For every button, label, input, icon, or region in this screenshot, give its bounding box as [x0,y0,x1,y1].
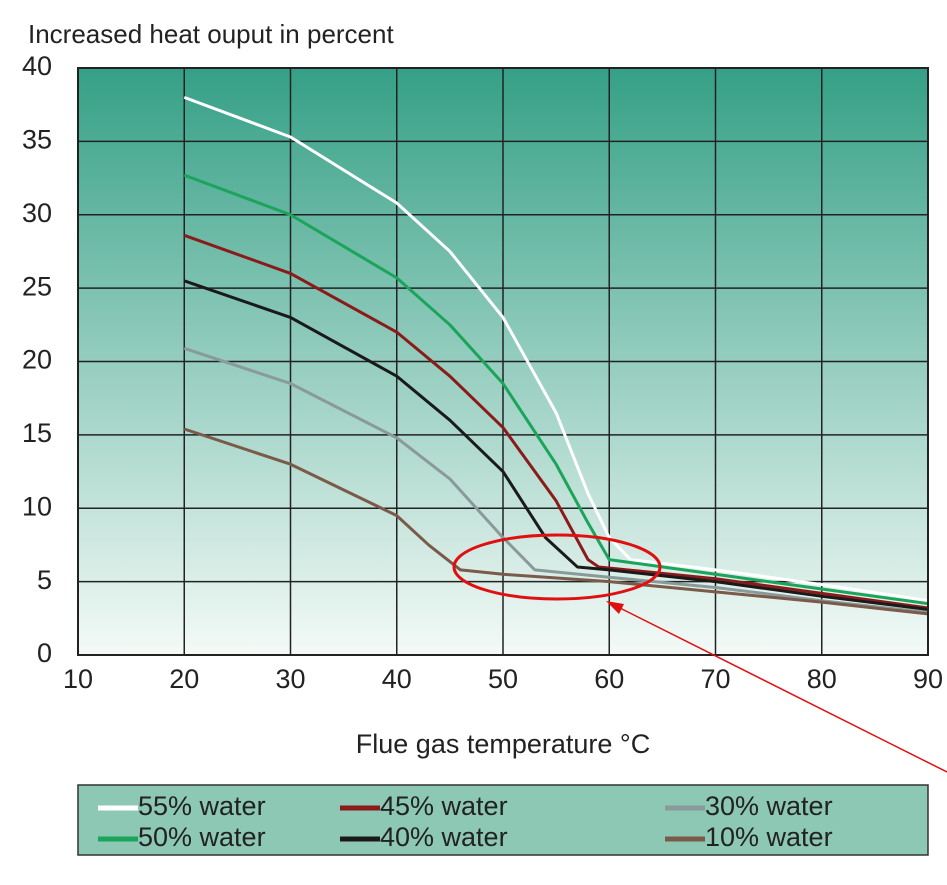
legend-label: 55% water [138,791,266,821]
arrow-head [606,601,624,614]
x-axis-label: Flue gas temperature °C [356,729,650,759]
x-tick-label: 10 [63,664,93,694]
chart-title: Increased heat ouput in percent [28,19,394,49]
legend-label: 40% water [380,822,508,852]
y-tick-label: 5 [37,565,52,595]
y-tick-label: 20 [22,345,52,375]
arrow-line [611,603,947,773]
x-tick-label: 60 [594,664,624,694]
y-tick-label: 0 [37,638,52,668]
y-tick-label: 40 [22,51,52,81]
legend-label: 45% water [380,791,508,821]
legend-label: 30% water [705,791,833,821]
x-tick-label: 20 [169,664,199,694]
x-tick-label: 30 [275,664,305,694]
series-line [183,427,929,616]
series-line [183,346,929,614]
x-tick-label: 50 [488,664,518,694]
x-tick-label: 90 [913,664,943,694]
x-tick-label: 70 [700,664,730,694]
y-tick-label: 30 [22,198,52,228]
highlight-ellipse [452,533,662,601]
series-line [183,279,929,611]
y-tick-label: 25 [22,271,52,301]
legend [77,784,929,856]
series-line [183,95,929,603]
series-line [183,233,929,610]
legend-label: 50% water [138,822,266,852]
plot-frame [77,67,929,656]
y-tick-label: 35 [22,125,52,155]
x-tick-label: 80 [807,664,837,694]
x-tick-label: 40 [382,664,412,694]
series-line [183,173,929,606]
legend-label: 10% water [705,822,833,852]
y-tick-label: 10 [22,491,52,521]
y-tick-label: 15 [22,418,52,448]
